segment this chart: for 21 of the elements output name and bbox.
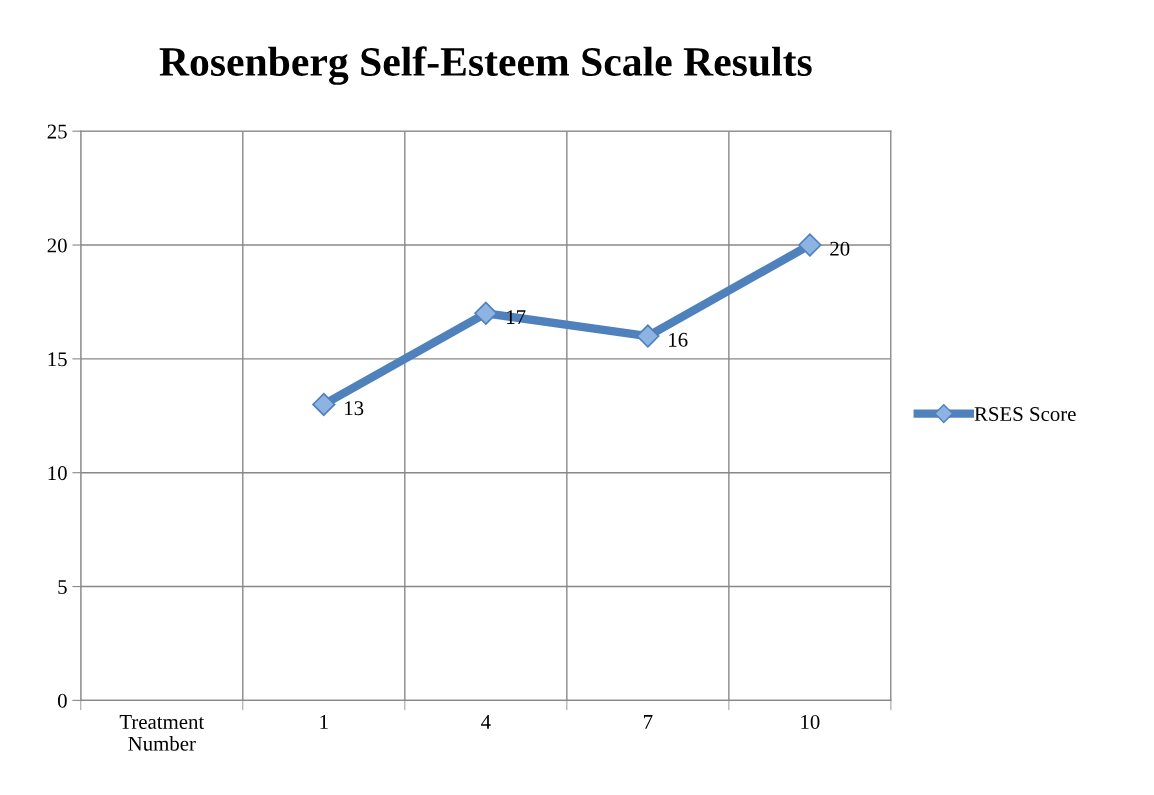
x-tick-label: 4 — [481, 715, 491, 729]
legend-label: RSES Score — [974, 407, 1076, 422]
data-label: 16 — [669, 332, 688, 347]
y-tick-label: 15 — [48, 352, 67, 367]
x-tick-label: 1 — [320, 714, 328, 729]
point — [636, 324, 660, 348]
chart-title: Rosenberg Self-Esteem Scale Results — [159, 46, 812, 85]
x-tick-label: 7 — [644, 715, 653, 729]
x-tick-label: 10 — [801, 714, 820, 729]
y-tick-label: 25 — [47, 124, 67, 139]
data-label: 17 — [507, 310, 526, 324]
y-tick-label: 10 — [48, 466, 67, 481]
point — [474, 301, 498, 325]
y-tick-label: 5 — [58, 580, 67, 594]
y-tick-label: 0 — [57, 693, 67, 708]
data-label: 20 — [830, 241, 850, 256]
point — [312, 392, 336, 417]
data-label: 13 — [345, 401, 364, 416]
y-tick-label: 20 — [47, 238, 67, 253]
x-tick-label: Treatment Number — [119, 715, 205, 751]
point — [798, 233, 822, 257]
